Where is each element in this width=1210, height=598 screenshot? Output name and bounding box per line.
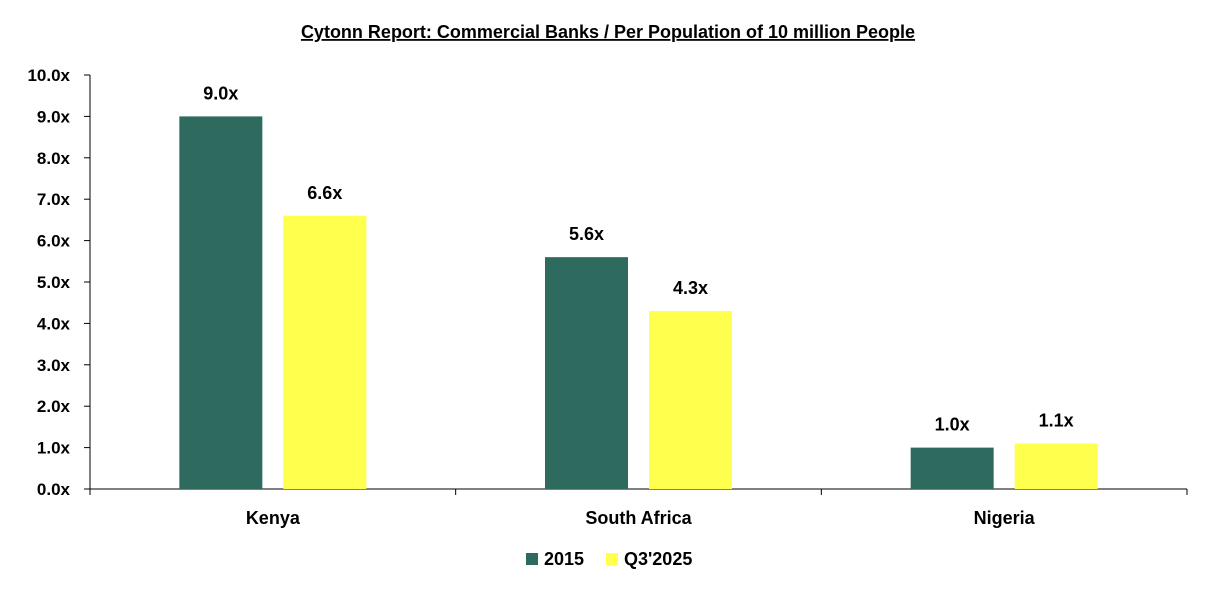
legend-swatch: [526, 553, 538, 565]
legend: 2015 Q3'2025: [526, 549, 692, 569]
y-tick-label: 5.0x: [37, 273, 71, 292]
y-tick-label: 0.0x: [37, 480, 71, 499]
y-tick-label: 10.0x: [27, 66, 70, 85]
data-label: 6.6x: [307, 183, 342, 203]
y-tick-label: 1.0x: [37, 439, 71, 458]
y-tick-label: 4.0x: [37, 314, 71, 333]
y-tick-label: 7.0x: [37, 190, 71, 209]
bar: [283, 215, 367, 489]
axes: 0.0x 1.0x 2.0x 3.0x 4.0x 5.0x 6.0x 7.0x 8.0x 9.0x…: [27, 66, 1188, 528]
data-label: 9.0x: [203, 83, 238, 103]
x-tick-label: Kenya: [246, 508, 301, 528]
data-labels: 9.0x 6.6x 5.6x 4.3x 1.0x 1.1x: [203, 83, 1073, 434]
y-tick-label: 3.0x: [37, 356, 71, 375]
y-tick-label: 6.0x: [37, 232, 71, 251]
x-tick-label: South Africa: [585, 508, 692, 528]
legend-label: Q3'2025: [624, 549, 692, 569]
y-tick-label: 2.0x: [37, 397, 71, 416]
x-tick-label: Nigeria: [974, 508, 1036, 528]
data-label: 5.6x: [569, 224, 604, 244]
data-label: 4.3x: [673, 278, 708, 298]
data-label: 1.0x: [935, 415, 970, 435]
y-tick-label: 8.0x: [37, 149, 71, 168]
y-tick-label: 9.0x: [37, 107, 71, 126]
bar: [1014, 443, 1098, 489]
bar: [179, 116, 263, 490]
bar: [545, 257, 628, 489]
chart-title: Cytonn Report: Commercial Banks / Per Po…: [301, 22, 915, 42]
bars: [179, 116, 1098, 490]
legend-swatch: [606, 553, 618, 565]
data-label: 1.1x: [1039, 410, 1074, 430]
bar: [649, 310, 732, 489]
legend-label: 2015: [544, 549, 584, 569]
bar: [910, 447, 994, 489]
